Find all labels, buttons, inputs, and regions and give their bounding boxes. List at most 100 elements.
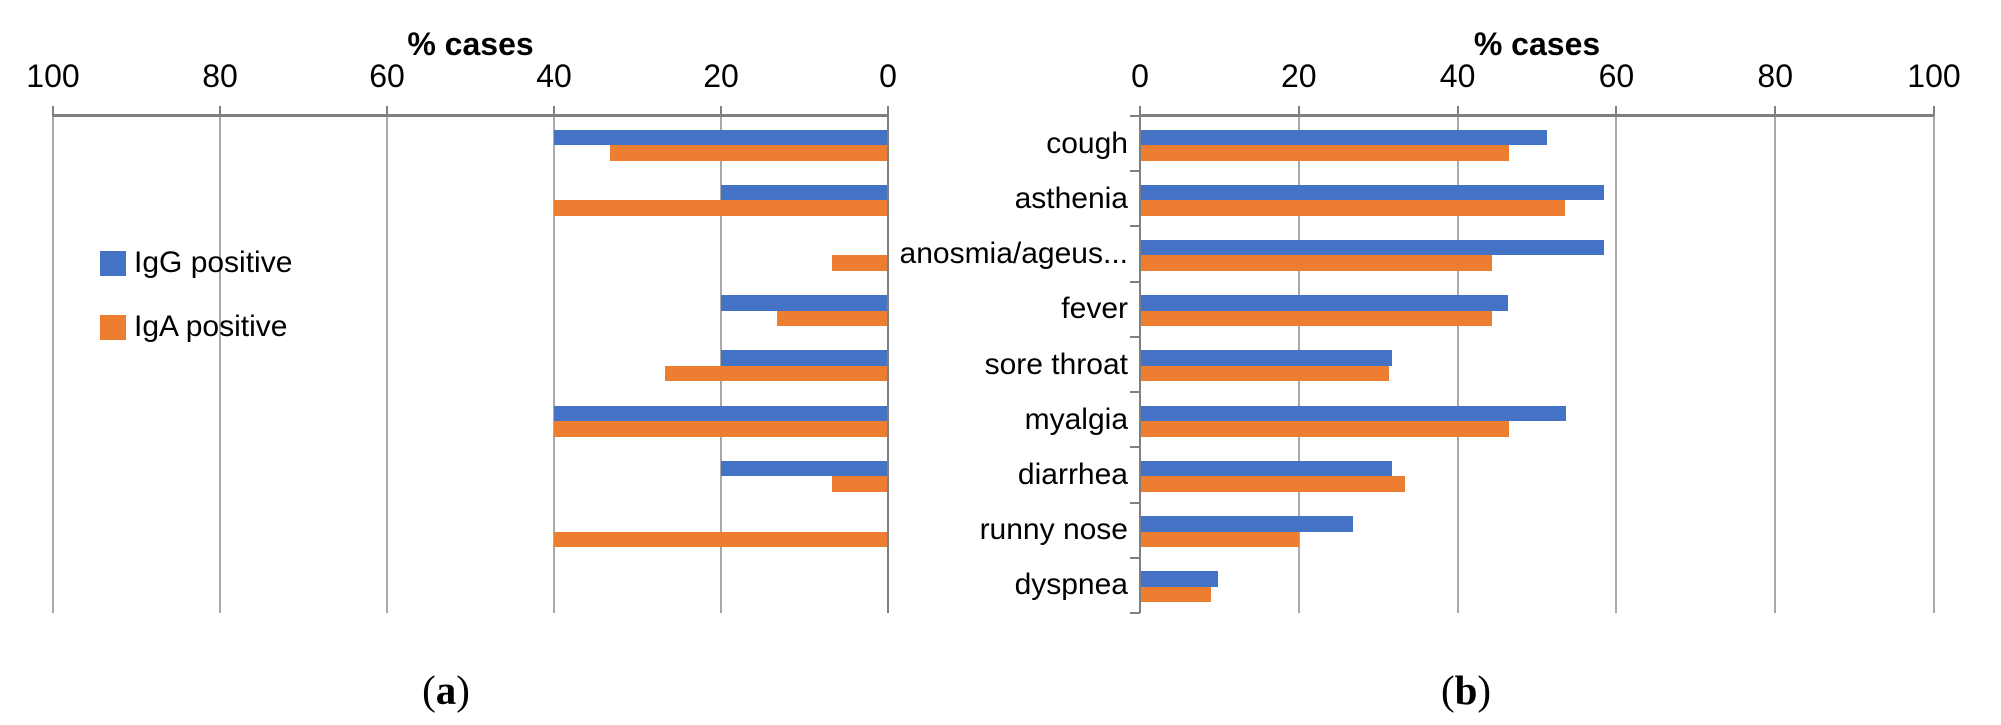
panel-b-value-axis-line — [1140, 114, 1934, 117]
bar-iga-sore-throat — [1140, 365, 1389, 382]
bar-iga-diarrhea — [832, 476, 888, 492]
tick-mark-60 — [386, 106, 388, 116]
bar-igg-cough — [554, 129, 888, 145]
tick-label-40: 40 — [1439, 58, 1476, 94]
tick-label-80: 80 — [1757, 58, 1793, 94]
gridline-80 — [219, 116, 221, 613]
bar-iga-asthenia — [554, 200, 888, 216]
category-tick-1 — [1130, 170, 1140, 173]
tick-label-60: 60 — [369, 58, 405, 94]
category-label-anosmia-ageus: anosmia/ageus... — [899, 237, 1128, 271]
gridline-60 — [1615, 116, 1618, 613]
category-tick-3 — [1130, 280, 1140, 283]
category-label-myalgia: myalgia — [1024, 402, 1128, 436]
bar-igg-sore-throat — [721, 350, 888, 366]
category-label-cough: cough — [1046, 126, 1128, 160]
bar-iga-cough — [1140, 145, 1510, 161]
category-label-dyspnea: dyspnea — [1014, 568, 1128, 602]
tick-mark-40 — [1456, 106, 1459, 116]
tick-label-40: 40 — [536, 58, 572, 94]
bar-iga-asthenia — [1140, 200, 1565, 216]
panel-a-caption-close-paren: ) — [456, 667, 470, 713]
category-tick-2 — [1130, 225, 1140, 228]
legend-item-iga-positive: IgA positive — [100, 310, 292, 343]
category-label-diarrhea: diarrhea — [1017, 457, 1128, 491]
category-label-asthenia: asthenia — [1014, 181, 1128, 215]
bar-iga-fever — [776, 310, 888, 327]
panel-a-caption-open-paren: ( — [422, 667, 436, 713]
bar-iga-fever — [1140, 310, 1492, 327]
tick-label-60: 60 — [1598, 58, 1635, 94]
category-label-sore-throat: sore throat — [984, 347, 1128, 381]
gridline-100 — [52, 116, 54, 613]
tick-label-0: 0 — [1131, 58, 1149, 94]
panel-b-caption-close-paren: ) — [1477, 667, 1492, 713]
bar-igg-cough — [1140, 129, 1547, 145]
bar-igg-diarrhea — [1140, 460, 1392, 477]
category-label-runny-nose: runny nose — [979, 513, 1128, 547]
gridline-100 — [1933, 116, 1935, 613]
panel-a-value-axis-line — [53, 114, 888, 117]
tick-mark-0 — [1139, 106, 1141, 116]
bar-iga-runny-nose — [554, 531, 888, 548]
category-tick-8 — [1130, 556, 1140, 559]
legend-label-iga-positive: IgA positive — [134, 310, 288, 343]
tick-label-100: 100 — [26, 58, 80, 94]
tick-mark-100 — [1933, 106, 1935, 116]
tick-label-20: 20 — [1281, 58, 1317, 94]
bar-igg-fever — [721, 295, 888, 311]
bar-igg-runny-nose — [1140, 516, 1353, 532]
bar-iga-diarrhea — [1140, 476, 1406, 492]
gridline-40 — [1456, 116, 1459, 613]
tick-label-0: 0 — [879, 58, 897, 94]
bar-igg-fever — [1140, 295, 1508, 311]
bar-iga-cough — [609, 145, 888, 161]
category-tick-7 — [1130, 501, 1140, 504]
bar-igg-myalgia — [1140, 405, 1567, 422]
bar-igg-anosmia-ageus — [1140, 239, 1605, 256]
panel-b-plot-area — [1139, 114, 1935, 613]
panel-a-axis-title: % cases — [407, 26, 534, 62]
bar-iga-anosmia-ageus — [1140, 255, 1492, 271]
panel-a-plot-area — [52, 114, 889, 613]
tick-label-100: 100 — [1907, 58, 1961, 94]
tick-mark-100 — [52, 106, 54, 116]
panel-b-category-axis-line — [1139, 116, 1141, 613]
bar-igg-sore-throat — [1140, 350, 1392, 366]
tick-mark-20 — [1297, 106, 1300, 116]
tick-label-80: 80 — [202, 58, 238, 94]
category-tick-6 — [1130, 446, 1140, 449]
bar-iga-runny-nose — [1140, 531, 1299, 548]
tick-mark-40 — [553, 106, 555, 116]
tick-mark-0 — [887, 106, 889, 116]
panel-a-caption: (a) — [346, 664, 546, 716]
bar-igg-diarrhea — [721, 460, 888, 477]
panel-b-axis-title: % cases — [1473, 26, 1601, 62]
igg-positive-swatch-icon — [100, 250, 126, 276]
category-tick-9 — [1130, 612, 1140, 614]
category-tick-0 — [1130, 115, 1140, 117]
gridline-80 — [1774, 116, 1777, 613]
category-label-fever: fever — [1061, 292, 1128, 326]
bar-iga-anosmia-ageus — [832, 255, 888, 271]
panel-a-caption-letter: a — [435, 667, 457, 713]
bar-igg-asthenia — [1140, 184, 1605, 201]
tick-mark-60 — [1615, 106, 1618, 116]
gridline-40 — [553, 116, 555, 613]
gridline-60 — [386, 116, 388, 613]
panel-b-caption-open-paren: ( — [1440, 667, 1455, 713]
panel-a-category-axis-line — [887, 116, 889, 613]
bar-iga-sore-throat — [665, 365, 888, 382]
category-tick-4 — [1130, 335, 1140, 338]
panel-b-caption: (b) — [1366, 664, 1566, 716]
tick-label-20: 20 — [703, 58, 739, 94]
bar-igg-myalgia — [554, 405, 888, 422]
legend-item-igg-positive: IgG positive — [100, 248, 292, 278]
bar-iga-dyspnea — [1140, 586, 1212, 603]
category-tick-5 — [1130, 391, 1140, 394]
panel-b-caption-letter: b — [1454, 667, 1478, 713]
bar-iga-myalgia — [554, 421, 888, 437]
